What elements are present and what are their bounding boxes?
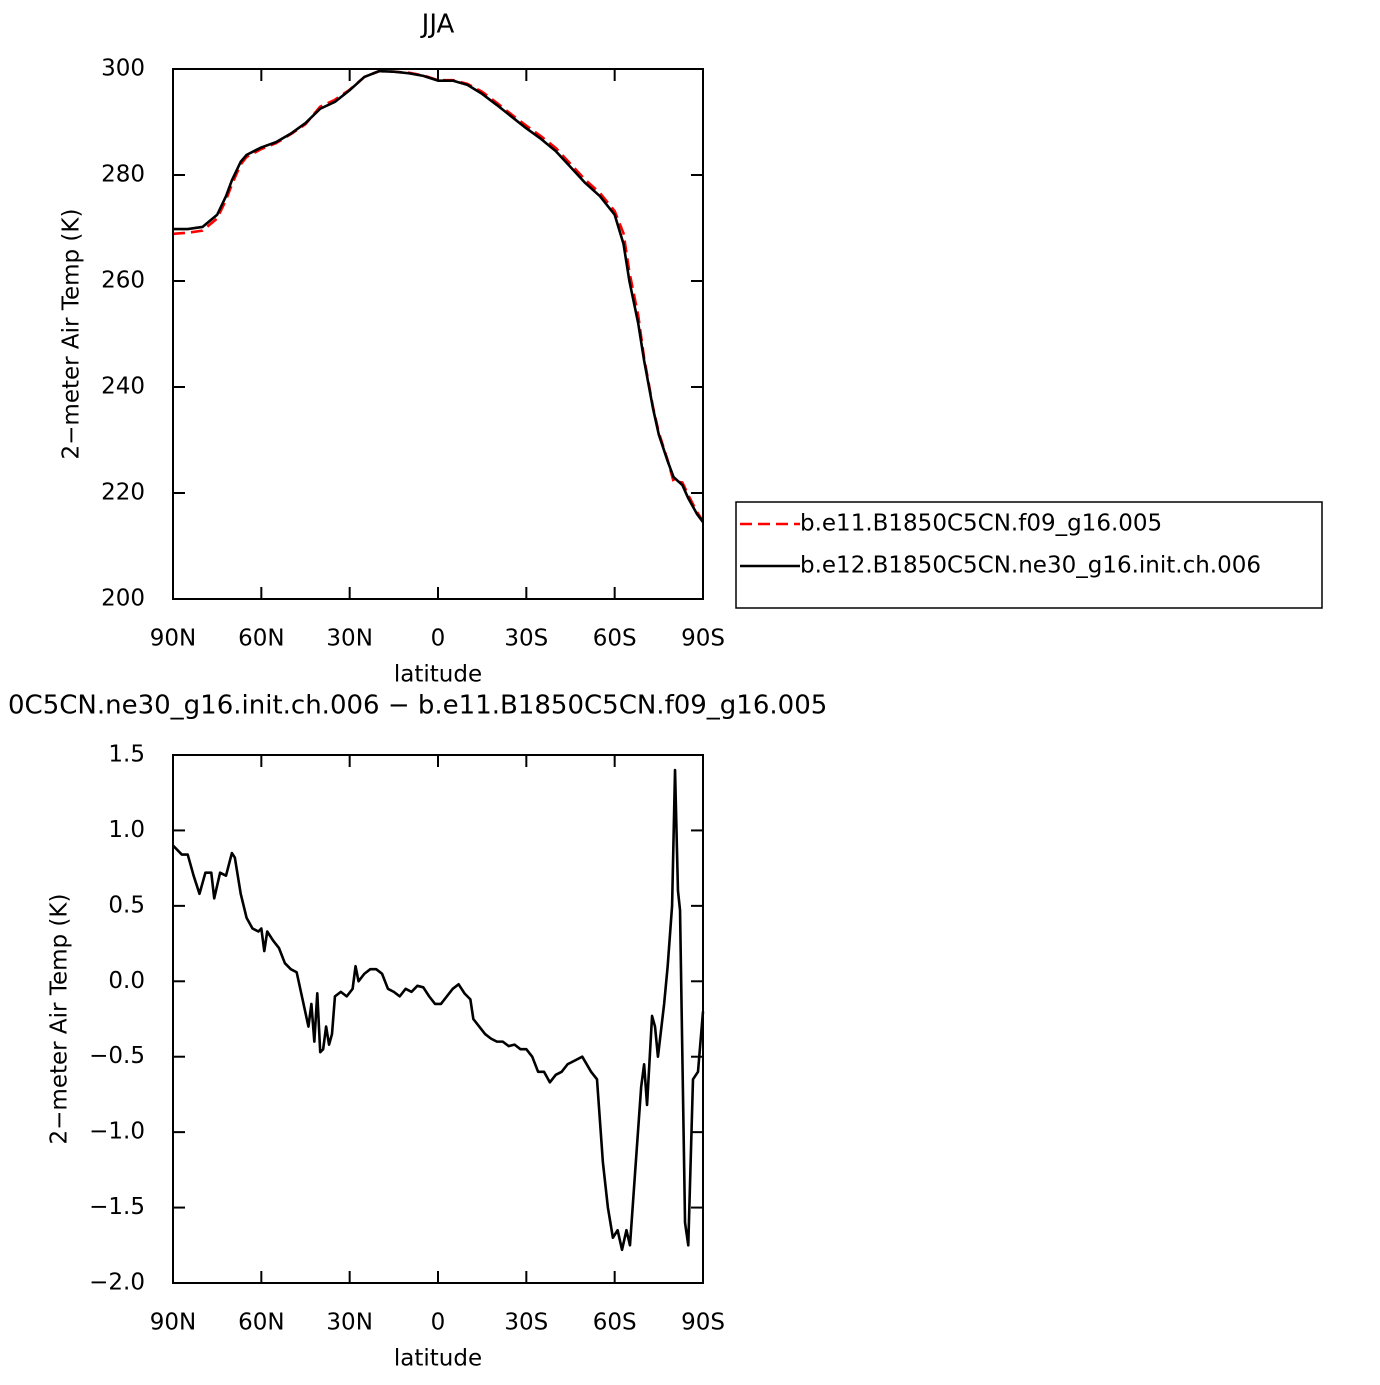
- y-tick-label: 0.0: [108, 968, 145, 994]
- x-tick-label: 90N: [150, 1310, 196, 1336]
- y-tick-label: 1.5: [108, 742, 145, 768]
- x-tick-label: 30N: [326, 626, 372, 652]
- legend-label: b.e11.B1850C5CN.f09_g16.005: [800, 511, 1162, 537]
- x-tick-label: 90N: [150, 626, 196, 652]
- y-tick-label: 280: [101, 162, 145, 188]
- x-tick-label: 60N: [238, 626, 284, 652]
- x-tick-label: 60S: [593, 626, 637, 652]
- series-line: [172, 768, 705, 1252]
- plot-frame: [172, 68, 704, 600]
- y-tick-label: 220: [101, 480, 145, 506]
- y-tick-label: 0.5: [108, 892, 145, 918]
- series-line: [173, 69, 705, 523]
- series-line: [172, 69, 705, 522]
- y-tick-label: 260: [101, 268, 145, 294]
- chart-title: 0C5CN.ne30_g16.init.ch.006 − b.e11.B1850…: [8, 691, 827, 721]
- y-axis-label: 2−meter Air Temp (K): [59, 209, 85, 460]
- x-tick-label: 90S: [681, 626, 725, 652]
- y-tick-label: 1.0: [108, 817, 145, 843]
- y-tick-label: 300: [101, 56, 145, 82]
- x-tick-label: 0: [431, 1310, 446, 1336]
- x-tick-label: 60N: [238, 1310, 284, 1336]
- plot-frame: [172, 754, 704, 1284]
- legend-label: b.e12.B1850C5CN.ne30_g16.init.ch.006: [800, 553, 1261, 579]
- x-axis-label: latitude: [394, 1346, 482, 1372]
- x-tick-label: 90S: [681, 1310, 725, 1336]
- x-tick-label: 30N: [326, 1310, 372, 1336]
- x-tick-label: 60S: [593, 1310, 637, 1336]
- x-axis-label: latitude: [394, 662, 482, 688]
- x-tick-label: 30S: [504, 626, 548, 652]
- y-axis-label: 2−meter Air Temp (K): [47, 894, 73, 1145]
- y-tick-label: 240: [101, 374, 145, 400]
- y-tick-label: −1.0: [89, 1119, 145, 1145]
- x-tick-label: 0: [431, 626, 446, 652]
- y-tick-label: −0.5: [89, 1043, 145, 1069]
- legend-box: [735, 501, 1323, 609]
- chart-title: JJA: [420, 10, 455, 40]
- y-tick-label: −2.0: [89, 1270, 145, 1296]
- y-tick-label: −1.5: [89, 1194, 145, 1220]
- x-tick-label: 30S: [504, 1310, 548, 1336]
- y-tick-label: 200: [101, 586, 145, 612]
